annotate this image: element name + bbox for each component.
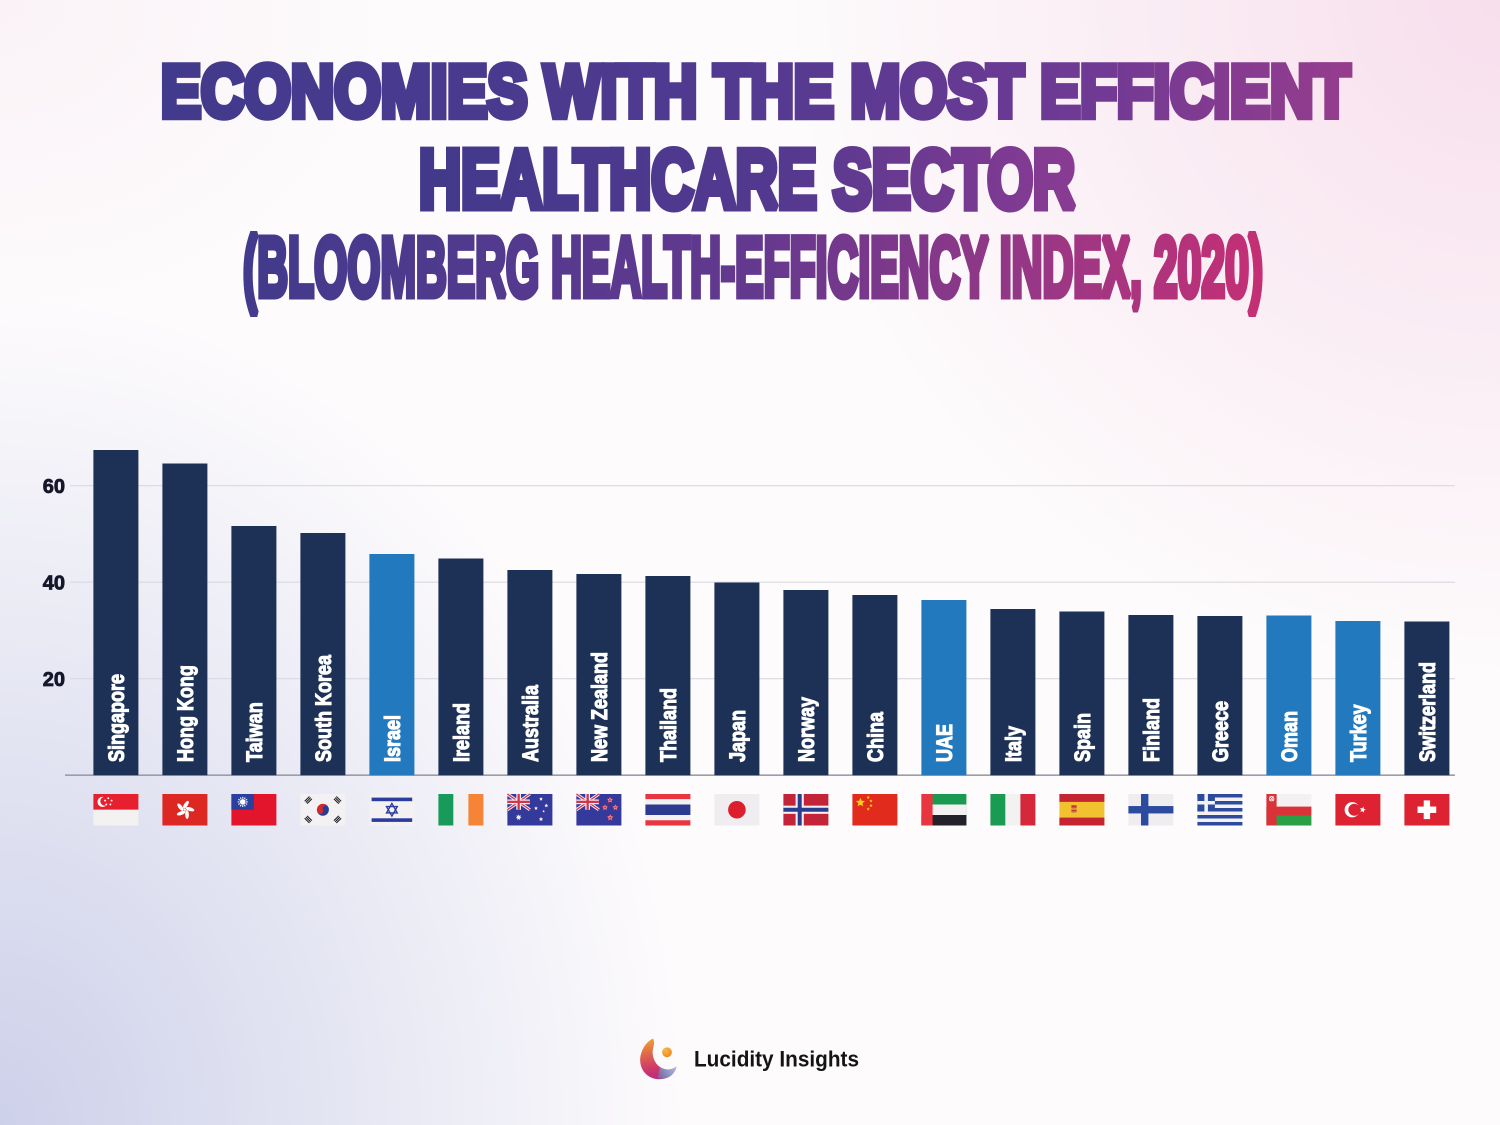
svg-text:Singapore: Singapore xyxy=(104,674,129,762)
svg-text:New Zealand: New Zealand xyxy=(587,652,612,762)
svg-text:China: China xyxy=(863,712,888,762)
svg-text:20: 20 xyxy=(43,669,65,691)
svg-text:60: 60 xyxy=(43,476,65,498)
svg-text:South Korea: South Korea xyxy=(311,655,336,762)
svg-text:Spain: Spain xyxy=(1070,713,1095,762)
svg-text:Lucidity Insights: Lucidity Insights xyxy=(694,1047,859,1072)
svg-text:UAE: UAE xyxy=(932,724,957,762)
svg-text:ECONOMIES WITH THE MOST EFFICI: ECONOMIES WITH THE MOST EFFICIENT xyxy=(161,50,1350,133)
svg-text:Norway: Norway xyxy=(794,697,819,762)
svg-text:Australia: Australia xyxy=(518,685,543,762)
svg-text:Italy: Italy xyxy=(1001,726,1026,762)
svg-text:Israel: Israel xyxy=(380,715,405,762)
svg-text:Hong Kong: Hong Kong xyxy=(173,665,198,762)
svg-text:Greece: Greece xyxy=(1208,701,1233,762)
svg-text:40: 40 xyxy=(43,572,65,594)
svg-text:Thailand: Thailand xyxy=(656,688,681,762)
svg-text:Finland: Finland xyxy=(1139,698,1164,762)
svg-text:Ireland: Ireland xyxy=(449,703,474,762)
svg-text:Turkey: Turkey xyxy=(1346,704,1371,762)
svg-text:Japan: Japan xyxy=(725,710,750,762)
svg-text:Oman: Oman xyxy=(1277,711,1302,762)
svg-text:(BLOOMBERG HEALTH-EFFICIENCY I: (BLOOMBERG HEALTH-EFFICIENCY INDEX, 2020… xyxy=(243,220,1263,314)
svg-text:HEALTHCARE SECTOR: HEALTHCARE SECTOR xyxy=(419,133,1075,226)
svg-text:Switzerland: Switzerland xyxy=(1415,662,1440,762)
svg-text:Taiwan: Taiwan xyxy=(242,702,267,762)
